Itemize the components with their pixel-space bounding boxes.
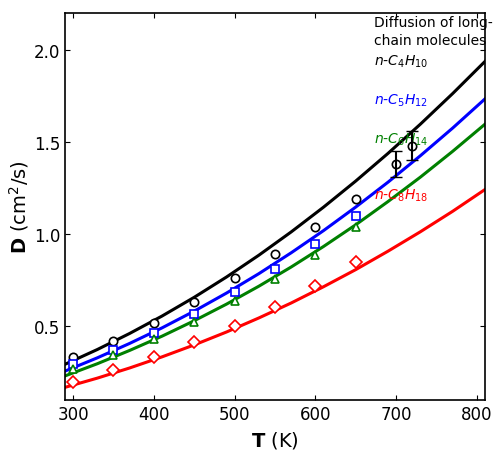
Text: $n$-C$_6$H$_{14}$: $n$-C$_6$H$_{14}$ (374, 131, 428, 147)
Text: $n$-C$_4$H$_{10}$: $n$-C$_4$H$_{10}$ (374, 54, 428, 70)
Y-axis label: $\mathbf{D}$ (cm$^2$/s): $\mathbf{D}$ (cm$^2$/s) (7, 160, 31, 254)
X-axis label: $\mathbf{T}$ (K): $\mathbf{T}$ (K) (251, 429, 299, 450)
Text: Diffusion of long-
chain molecules: Diffusion of long- chain molecules (374, 15, 492, 48)
Text: $n$-C$_5$H$_{12}$: $n$-C$_5$H$_{12}$ (374, 92, 428, 109)
Text: $n$-C$_8$H$_{18}$: $n$-C$_8$H$_{18}$ (374, 187, 428, 203)
